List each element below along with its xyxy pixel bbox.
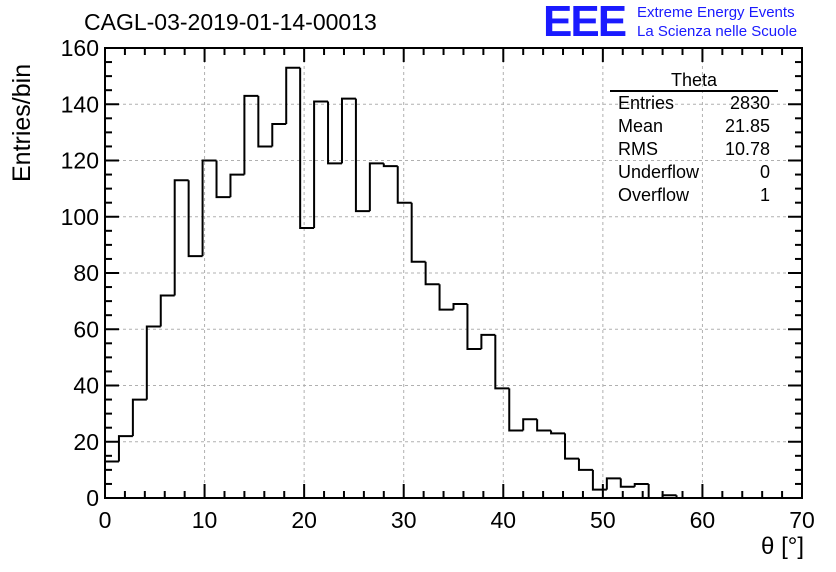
logo-caption: Extreme Energy Events La Scienza nelle S… xyxy=(637,3,797,41)
histogram-bin xyxy=(104,460,119,498)
stats-row: Mean 21.85 xyxy=(610,115,778,138)
x-tick-label: 70 xyxy=(789,507,815,533)
histogram-bin xyxy=(229,173,245,198)
eee-logo: EEE xyxy=(543,0,627,46)
stats-row: Underflow 0 xyxy=(610,161,778,184)
histogram-bin xyxy=(438,284,454,311)
histogram-bin xyxy=(564,433,579,460)
histogram-bin xyxy=(605,477,621,490)
histogram-bin xyxy=(466,303,482,350)
histogram-bin xyxy=(299,67,315,229)
histogram-bin xyxy=(173,179,189,296)
x-tick-label: 60 xyxy=(690,507,716,533)
histogram-bin xyxy=(494,334,510,390)
logo-caption-line2: La Scienza nelle Scuole xyxy=(637,23,798,40)
x-tick-label: 50 xyxy=(590,507,616,533)
y-tick-label: 0 xyxy=(86,485,99,511)
stats-row: Overflow 1 xyxy=(610,184,778,207)
stats-value: 10.78 xyxy=(724,139,770,159)
stats-label: Entries xyxy=(618,93,675,113)
x-tick-label: 20 xyxy=(291,507,317,533)
histogram-bin xyxy=(285,66,301,124)
histogram-bin xyxy=(536,419,552,432)
histogram-bin xyxy=(550,430,566,435)
histogram-bin xyxy=(201,159,217,257)
histogram-bin xyxy=(424,261,440,286)
y-tick-label: 120 xyxy=(61,148,99,174)
stats-value: 21.85 xyxy=(724,116,770,136)
axis-ticks xyxy=(104,47,803,499)
histogram-bin xyxy=(508,388,524,432)
histogram-bin xyxy=(619,478,635,488)
histogram-bin xyxy=(452,302,468,310)
histogram-bin xyxy=(159,294,175,327)
y-tick-label: 60 xyxy=(73,316,99,342)
histogram-bin xyxy=(257,95,273,148)
histogram-bin xyxy=(131,398,147,437)
histogram-bin xyxy=(368,162,384,212)
histogram-bin xyxy=(522,418,538,431)
x-axis-label: θ [°] xyxy=(761,533,804,560)
y-tick-label: 40 xyxy=(73,373,99,399)
logo-caption-line1: Extreme Energy Events xyxy=(637,4,795,21)
stats-label: RMS xyxy=(618,139,658,159)
stats-label: Overflow xyxy=(618,185,690,205)
histogram-bin xyxy=(647,483,663,499)
histogram-bin xyxy=(410,202,426,263)
histogram-bin xyxy=(577,458,593,471)
histogram-bin xyxy=(145,325,161,400)
y-tick-label: 140 xyxy=(61,91,99,117)
x-tick-label: 30 xyxy=(391,507,417,533)
grid-lines xyxy=(105,48,802,498)
x-tick-label: 40 xyxy=(490,507,516,533)
histogram-bin xyxy=(382,163,398,168)
stats-label: Mean xyxy=(618,116,664,136)
x-tick-label: 10 xyxy=(192,507,218,533)
histogram-bin xyxy=(340,97,356,164)
stats-value: 1 xyxy=(759,185,770,205)
histogram-bin xyxy=(480,333,496,349)
histogram-bin xyxy=(187,180,203,258)
histogram-bin xyxy=(591,469,607,491)
stats-box: Theta Entries 2830 Mean 21.85 RMS 10.78 … xyxy=(610,70,778,207)
histogram-bin xyxy=(313,100,329,228)
stats-row: Entries 2830 xyxy=(610,92,778,115)
stats-title: Theta xyxy=(610,70,778,92)
y-tick-label: 20 xyxy=(73,429,99,455)
histogram-bin xyxy=(271,122,287,147)
histogram-bin xyxy=(633,482,649,487)
stats-label: Underflow xyxy=(618,162,700,182)
x-tick-label: 0 xyxy=(99,507,112,533)
y-tick-label: 80 xyxy=(73,260,99,286)
histogram-bin xyxy=(117,435,133,462)
histogram-bin xyxy=(396,166,412,204)
histogram-bin xyxy=(243,94,259,175)
stats-row: RMS 10.78 xyxy=(610,138,778,161)
y-tick-label: 160 xyxy=(61,35,99,61)
y-tick-label: 100 xyxy=(61,204,99,230)
chart-title: CAGL-03-2019-01-14-00013 xyxy=(84,9,377,35)
y-axis-label: Entries/bin xyxy=(8,63,36,182)
histogram-bin xyxy=(327,101,342,165)
stats-value: 0 xyxy=(759,162,770,182)
histogram-bin xyxy=(354,98,370,213)
stats-value: 2830 xyxy=(729,93,770,113)
histogram-bin xyxy=(215,160,231,199)
